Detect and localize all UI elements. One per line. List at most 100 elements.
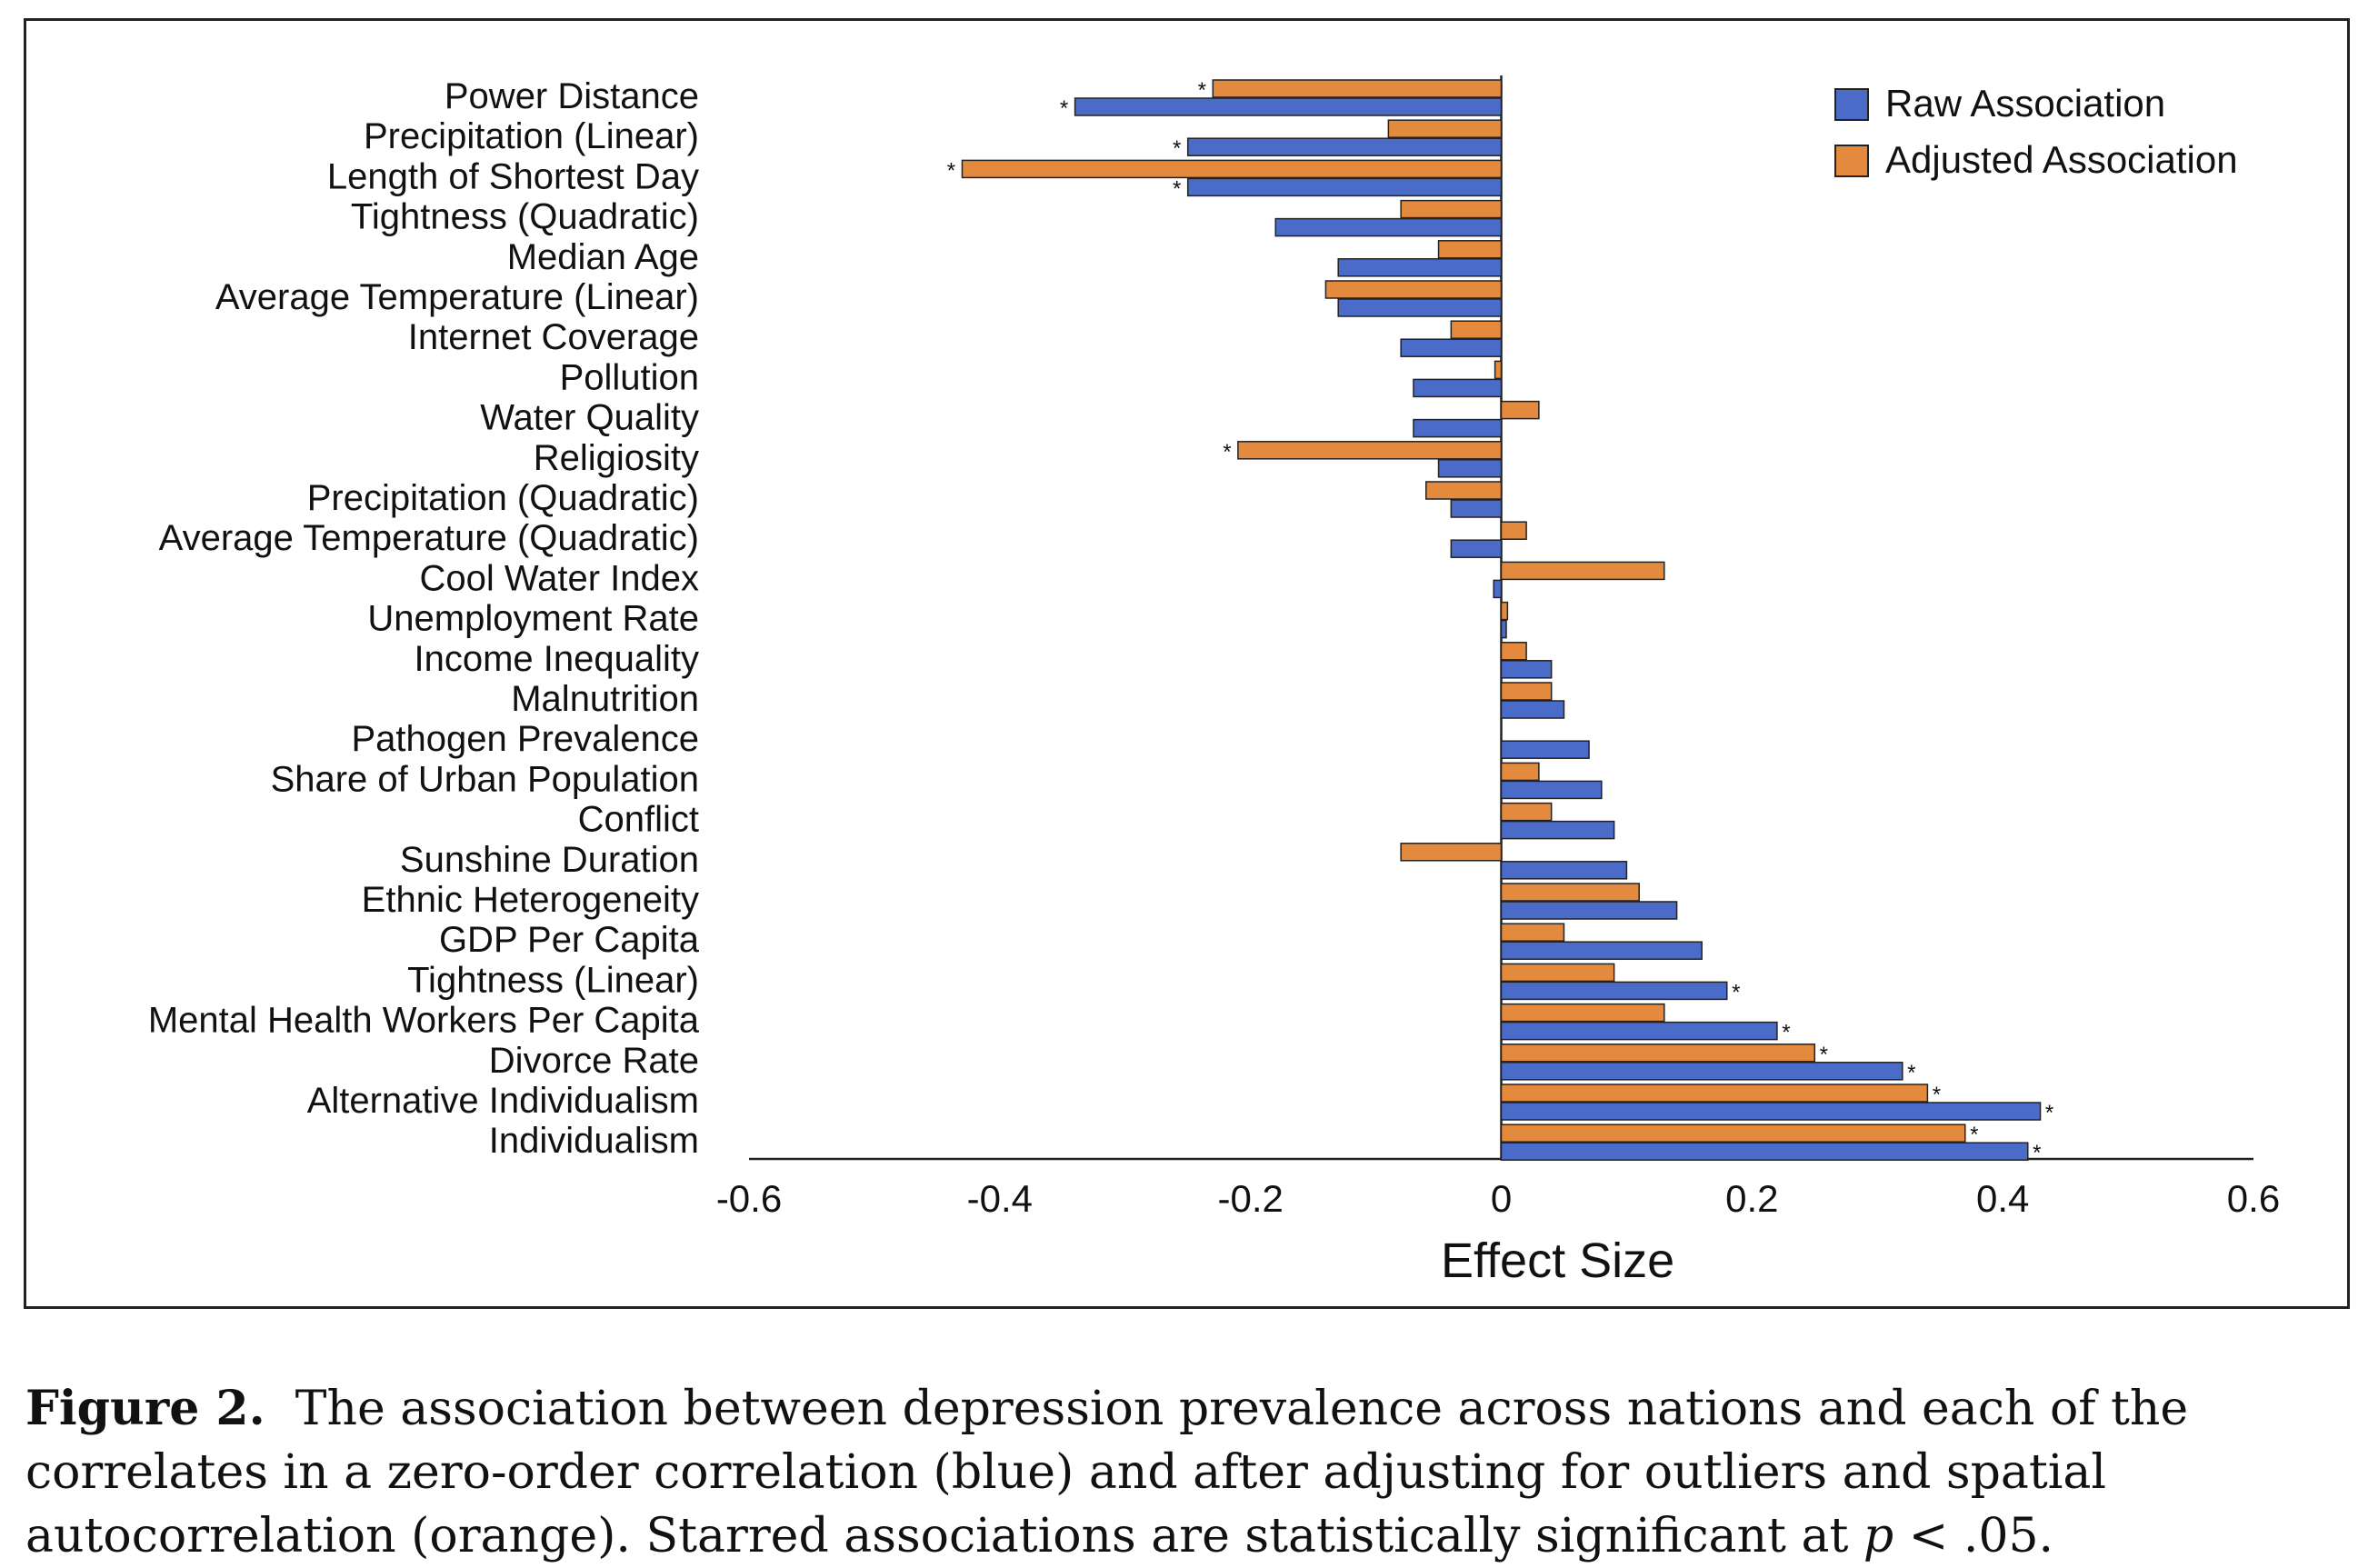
figure-frame: -0.6 -0.4 -0.2 0 0.2 0.4 0.6 Effect Size Power D… (24, 18, 2350, 1309)
category-label: Internet Coverage (408, 317, 699, 357)
legend-label-adjusted: Adjusted Association (1885, 138, 2238, 181)
raw-bar (1493, 579, 1503, 599)
raw-bar (1500, 660, 1553, 679)
significance-star: * (1782, 1021, 1790, 1045)
adjusted-bar (1425, 481, 1503, 500)
x-tick-label: -0.4 (967, 1177, 1033, 1220)
category-label: Pollution (560, 357, 699, 397)
category-label: Tightness (Linear) (407, 960, 699, 1000)
raw-bar (1500, 700, 1565, 719)
adjusted-bar (1387, 119, 1503, 138)
category-label: Precipitation (Quadratic) (307, 478, 699, 518)
x-tick-label: 0.4 (1976, 1177, 2029, 1220)
adjusted-bar (1500, 561, 1665, 581)
raw-bar (1500, 780, 1603, 800)
category-label: Religiosity (534, 438, 699, 478)
category-label: Conflict (578, 800, 699, 840)
adjusted-bar (1237, 441, 1503, 460)
significance-star: * (1820, 1043, 1828, 1067)
adjusted-bar (1500, 883, 1640, 902)
significance-star: * (1173, 176, 1181, 201)
category-label: Share of Urban Population (271, 759, 699, 799)
adjusted-bar (1437, 240, 1503, 259)
category-label: Ethnic Heterogeneity (362, 880, 699, 920)
category-label: Median Age (507, 237, 699, 277)
raw-bar (1500, 1021, 1778, 1041)
category-label: Tightness (Quadratic) (351, 197, 699, 237)
raw-bar (1186, 137, 1503, 156)
adjusted-bar (1400, 199, 1503, 219)
legend-swatch-raw (1834, 88, 1869, 121)
raw-bar (1450, 499, 1503, 518)
raw-bar (1500, 619, 1507, 639)
raw-bar (1186, 177, 1503, 197)
significance-star: * (1223, 440, 1231, 464)
adjusted-bar (1500, 682, 1553, 701)
category-label: Precipitation (Linear) (364, 116, 699, 156)
effect-size-bar-chart: -0.6 -0.4 -0.2 0 0.2 0.4 0.6 Effect Size Power D… (148, 75, 2280, 1288)
adjusted-bar (1324, 280, 1503, 299)
category-label: Divorce Rate (489, 1041, 699, 1081)
raw-bar (1500, 1102, 2042, 1121)
adjusted-bar (961, 159, 1503, 179)
significance-star: * (1933, 1083, 1941, 1107)
raw-bar (1500, 941, 1703, 960)
adjusted-bar (1500, 601, 1509, 621)
significance-star: * (1060, 96, 1068, 121)
category-label: Sunshine Duration (400, 840, 699, 880)
adjusted-bar (1500, 963, 1615, 983)
raw-bar (1274, 217, 1503, 237)
caption-label: Figure 2. (25, 1381, 265, 1436)
raw-bar (1500, 1062, 1903, 1081)
x-axis-label: Effect Size (1441, 1233, 1674, 1288)
significance-star: * (1732, 980, 1740, 1004)
raw-bar (1500, 820, 1615, 840)
adjusted-bar (1500, 1003, 1665, 1023)
raw-bar (1500, 981, 1728, 1001)
raw-bar (1337, 298, 1503, 317)
adjusted-bar (1212, 79, 1503, 98)
x-tick-label: 0.6 (2227, 1177, 2280, 1220)
legend-swatch-adjusted (1834, 145, 1869, 177)
significance-star: * (947, 158, 955, 183)
category-label: Mental Health Workers Per Capita (148, 1001, 700, 1041)
raw-bar (1500, 901, 1678, 920)
raw-bar (1400, 338, 1503, 357)
x-tick-label: 0.2 (1725, 1177, 1778, 1220)
figure-caption: Figure 2. The association between depres… (25, 1377, 2334, 1568)
adjusted-bar (1450, 320, 1503, 339)
category-label: Malnutrition (511, 679, 699, 719)
raw-bar (1413, 418, 1503, 438)
category-label: Income Inequality (414, 639, 699, 679)
raw-bar (1500, 1142, 2029, 1161)
raw-bar (1450, 539, 1503, 558)
significance-star: * (2033, 1141, 2041, 1165)
significance-star: * (1198, 78, 1206, 103)
significance-star: * (2045, 1101, 2053, 1125)
adjusted-bar (1500, 1124, 1966, 1143)
adjusted-bar (1500, 521, 1527, 540)
significance-star: * (1907, 1061, 1915, 1085)
caption-p-symbol: p (1863, 1509, 1894, 1563)
x-tick-label: -0.2 (1217, 1177, 1283, 1220)
raw-bar (1337, 258, 1503, 277)
raw-bar (1500, 740, 1590, 759)
raw-bar (1074, 97, 1503, 116)
legend-label-raw: Raw Association (1885, 82, 2165, 125)
adjusted-bar (1500, 642, 1527, 661)
category-label: Unemployment Rate (367, 599, 699, 639)
adjusted-bar (1500, 1084, 1929, 1103)
raw-bar (1413, 378, 1503, 398)
adjusted-bar (1494, 360, 1503, 380)
category-label: Individualism (489, 1121, 699, 1161)
adjusted-bar (1500, 1044, 1816, 1063)
raw-bar (1437, 459, 1503, 478)
adjusted-bar (1500, 923, 1565, 942)
category-label: Length of Shortest Day (327, 156, 699, 196)
category-label: Average Temperature (Quadratic) (159, 518, 699, 558)
x-tick-label: -0.6 (716, 1177, 782, 1220)
caption-text: The association between depression preva… (25, 1382, 2189, 1563)
adjusted-bar (1500, 400, 1540, 420)
adjusted-bar (1400, 843, 1503, 862)
category-label: Average Temperature (Linear) (215, 277, 699, 317)
